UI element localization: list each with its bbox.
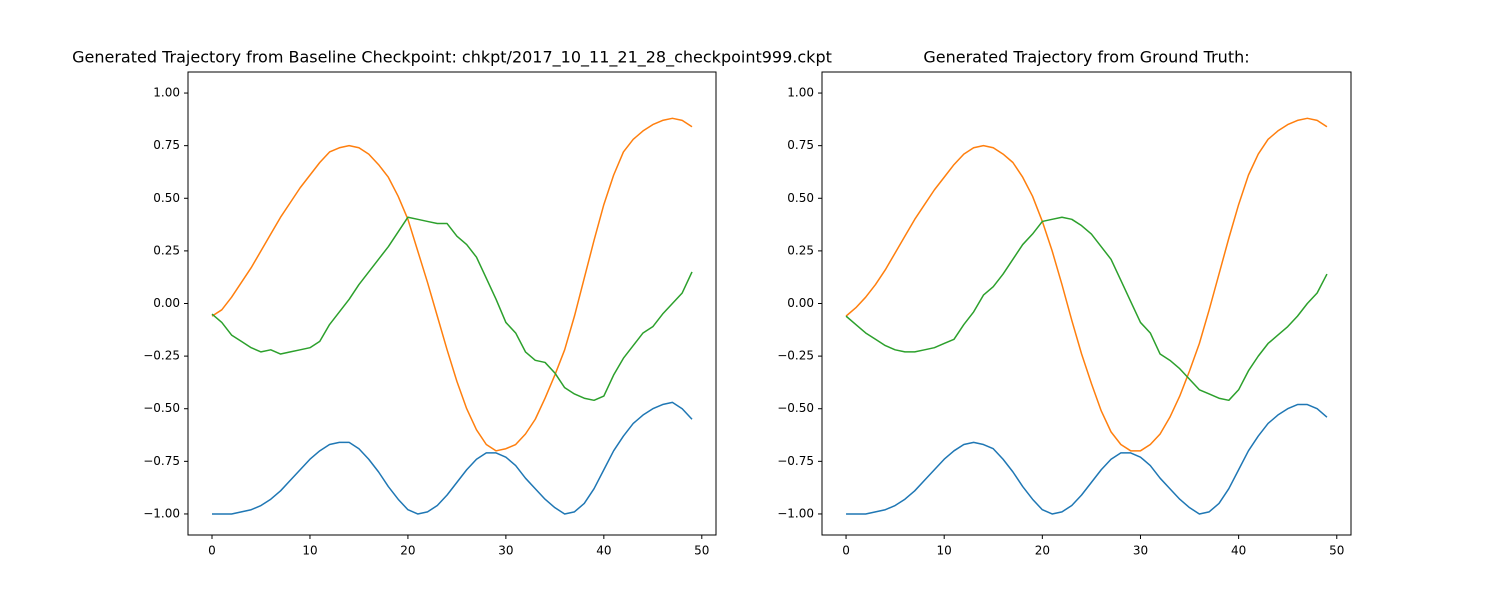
y-tick-label: 0.25 — [153, 243, 180, 257]
y-tick-label: 0.00 — [787, 296, 814, 310]
y-tick-label: −0.75 — [143, 454, 180, 468]
x-tick-label: 50 — [694, 544, 709, 558]
y-tick-label: 1.00 — [787, 86, 814, 100]
series-line — [846, 403, 1328, 515]
x-tick-label: 20 — [1035, 544, 1050, 558]
y-tick-label: 0.75 — [787, 138, 814, 152]
chart-title: Generated Trajectory from Ground Truth: — [923, 48, 1249, 67]
y-tick-label: −0.25 — [143, 349, 180, 363]
x-tick-label: 40 — [596, 544, 611, 558]
x-tick-label: 30 — [1133, 544, 1148, 558]
y-tick-label: 0.25 — [787, 243, 814, 257]
y-tick-label: 1.00 — [153, 86, 180, 100]
y-tick-label: −0.50 — [143, 401, 180, 415]
x-tick-label: 10 — [302, 544, 317, 558]
axes-frame — [187, 71, 717, 536]
x-tick-label: 0 — [842, 544, 850, 558]
series-line — [212, 401, 693, 515]
y-tick-label: 0.50 — [787, 191, 814, 205]
y-tick-label: 0.50 — [153, 191, 180, 205]
y-tick-label: −0.25 — [777, 349, 814, 363]
chart-title: Generated Trajectory from Baseline Check… — [72, 48, 832, 68]
axes-frame — [821, 71, 1352, 536]
x-tick-label: 20 — [400, 544, 415, 558]
series-line — [211, 117, 693, 452]
series-line — [845, 117, 1328, 452]
x-tick-label: 10 — [937, 544, 952, 558]
x-tick-label: 40 — [1231, 544, 1246, 558]
series-line — [211, 216, 693, 402]
series-line — [845, 216, 1328, 402]
y-tick-label: −0.75 — [777, 454, 814, 468]
y-tick-label: 0.00 — [153, 296, 180, 310]
y-tick-label: −1.00 — [777, 506, 814, 520]
x-tick-label: 0 — [208, 544, 216, 558]
y-tick-label: 0.75 — [153, 138, 180, 152]
y-tick-label: −1.00 — [143, 506, 180, 520]
y-tick-label: −0.50 — [777, 401, 814, 415]
x-tick-label: 30 — [498, 544, 513, 558]
x-tick-label: 50 — [1329, 544, 1344, 558]
